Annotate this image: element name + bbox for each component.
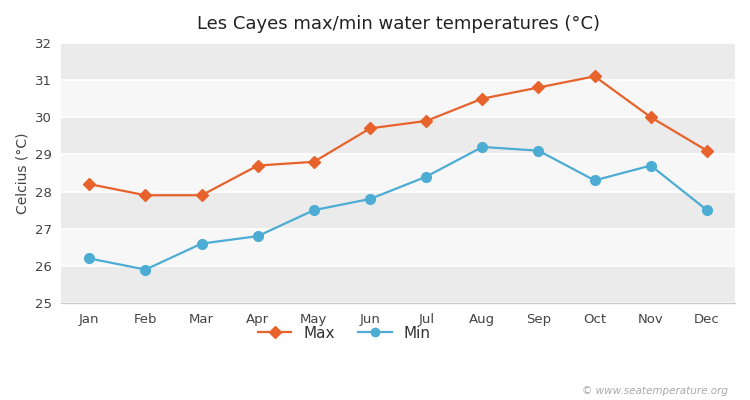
Min [310,208,319,212]
Max [646,115,656,120]
Max [85,182,94,186]
Bar [62,192,735,229]
Bar [62,229,735,266]
Line: Min: Min [85,142,712,274]
Bar [62,43,735,80]
Min [703,208,712,212]
Min [534,148,543,153]
Min [590,178,599,183]
Bar [62,154,735,192]
Title: Les Cayes max/min water temperatures (°C): Les Cayes max/min water temperatures (°C… [196,15,600,33]
Text: © www.seatemperature.org: © www.seatemperature.org [581,386,728,396]
Max [310,160,319,164]
Bar [62,117,735,154]
Max [534,85,543,90]
Max [422,118,430,123]
Min [141,267,150,272]
Legend: Max, Min: Max, Min [251,320,437,348]
Bar [62,266,735,303]
Max [197,193,206,198]
Line: Max: Max [86,72,711,200]
Max [478,96,487,101]
Max [254,163,262,168]
Max [365,126,374,131]
Min [422,174,430,179]
Min [85,256,94,261]
Max [141,193,150,198]
Min [197,241,206,246]
Min [365,196,374,201]
Y-axis label: Celcius (°C): Celcius (°C) [15,132,29,214]
Min [254,234,262,238]
Bar [62,80,735,117]
Min [646,163,656,168]
Min [478,144,487,149]
Max [703,148,712,153]
Max [590,74,599,79]
